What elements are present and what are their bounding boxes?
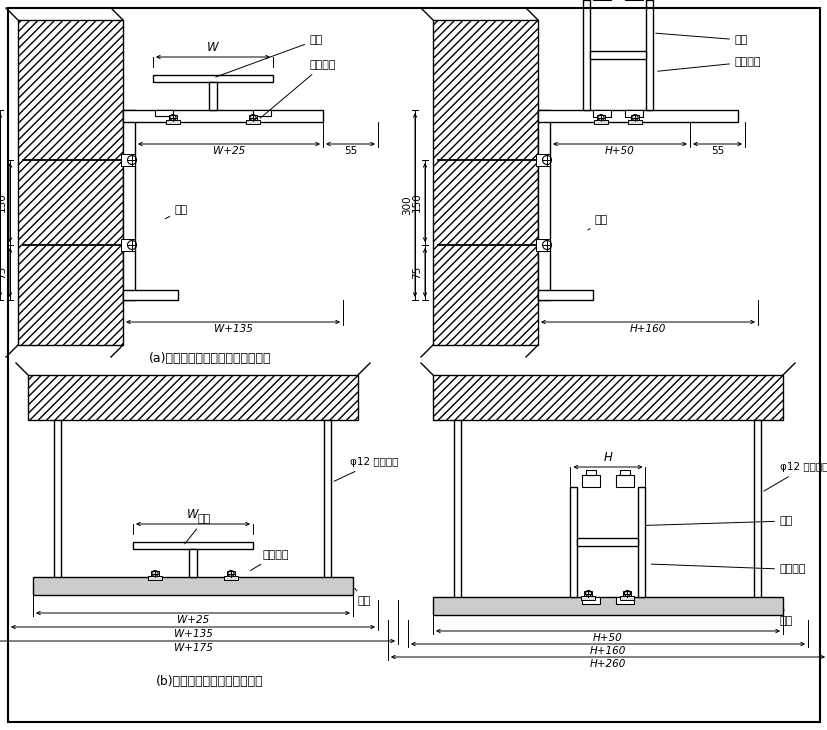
Bar bbox=[619, 470, 629, 475]
Bar bbox=[123, 110, 135, 300]
Text: H+160: H+160 bbox=[629, 324, 666, 334]
Bar bbox=[224, 576, 237, 580]
Text: W+25: W+25 bbox=[177, 615, 209, 625]
Bar bbox=[576, 538, 638, 546]
Bar bbox=[121, 154, 135, 166]
Text: 呀卧压板: 呀卧压板 bbox=[651, 564, 805, 575]
Bar bbox=[169, 115, 177, 120]
Text: 75: 75 bbox=[412, 266, 422, 279]
Bar bbox=[433, 597, 782, 615]
Bar bbox=[581, 475, 600, 487]
Bar bbox=[538, 290, 592, 300]
Bar bbox=[123, 110, 323, 122]
Text: 吨架: 吨架 bbox=[779, 609, 792, 626]
Text: 75: 75 bbox=[0, 266, 7, 279]
Bar bbox=[753, 420, 761, 605]
Text: 平卧压板: 平卧压板 bbox=[260, 60, 336, 118]
Bar bbox=[153, 75, 273, 82]
Bar bbox=[535, 239, 549, 251]
Bar bbox=[18, 20, 123, 345]
Bar bbox=[538, 110, 549, 300]
Text: 呀卧压板: 呀卧压板 bbox=[657, 57, 761, 72]
Bar bbox=[619, 596, 633, 600]
Text: 母线: 母线 bbox=[644, 516, 792, 526]
Bar bbox=[249, 115, 256, 120]
Bar bbox=[584, 591, 592, 596]
Bar bbox=[208, 82, 217, 110]
Text: H+160: H+160 bbox=[589, 646, 625, 656]
Bar bbox=[123, 290, 178, 300]
Bar bbox=[433, 20, 538, 345]
Text: W: W bbox=[207, 41, 218, 54]
Bar bbox=[623, 591, 631, 596]
Bar bbox=[324, 420, 331, 585]
Bar bbox=[638, 487, 645, 597]
Text: H: H bbox=[603, 451, 612, 464]
Text: φ12 圆锃吨杆: φ12 圆锃吨杆 bbox=[763, 463, 827, 491]
Bar bbox=[596, 115, 605, 120]
Bar bbox=[582, 0, 590, 110]
Bar bbox=[33, 577, 352, 595]
Text: W: W bbox=[187, 508, 198, 521]
Text: (a)在墙体角锃支架上平、側卧安装: (a)在墙体角锃支架上平、側卧安装 bbox=[149, 352, 271, 365]
Text: W+25: W+25 bbox=[213, 146, 245, 156]
Bar bbox=[133, 542, 253, 549]
Text: 150: 150 bbox=[0, 193, 7, 212]
Bar bbox=[55, 420, 61, 585]
Text: 平卧压板: 平卧压板 bbox=[250, 550, 289, 571]
Text: 55: 55 bbox=[710, 146, 724, 156]
Bar bbox=[627, 120, 641, 124]
Text: H+50: H+50 bbox=[605, 146, 634, 156]
Bar bbox=[227, 571, 235, 576]
Text: 吨架: 吨架 bbox=[354, 588, 370, 606]
Bar bbox=[581, 597, 600, 604]
Text: W+175: W+175 bbox=[174, 643, 213, 653]
Text: H+50: H+50 bbox=[592, 633, 622, 643]
Text: W+135: W+135 bbox=[174, 629, 213, 639]
Text: 支架: 支架 bbox=[165, 205, 188, 219]
Bar bbox=[592, 110, 610, 117]
Bar bbox=[624, 110, 643, 117]
Bar bbox=[148, 576, 162, 580]
Bar bbox=[593, 120, 607, 124]
Bar bbox=[253, 110, 270, 116]
Text: W+135: W+135 bbox=[213, 324, 252, 334]
Bar bbox=[433, 375, 782, 420]
Bar bbox=[590, 51, 645, 59]
Bar bbox=[121, 239, 135, 251]
Bar bbox=[246, 120, 260, 124]
Text: 支架: 支架 bbox=[587, 215, 608, 230]
Bar bbox=[645, 0, 653, 110]
Text: 母线: 母线 bbox=[184, 514, 211, 544]
Bar bbox=[581, 596, 595, 600]
Bar bbox=[538, 110, 737, 122]
Bar bbox=[630, 115, 638, 120]
Text: 300: 300 bbox=[402, 195, 412, 215]
Bar bbox=[155, 110, 173, 116]
Bar bbox=[615, 475, 633, 487]
Bar bbox=[151, 571, 159, 576]
Bar bbox=[28, 375, 357, 420]
Text: (b)在楼板吨架上平、呀卧安装: (b)在楼板吨架上平、呀卧安装 bbox=[156, 675, 264, 688]
Bar bbox=[454, 420, 461, 605]
Bar bbox=[570, 487, 576, 597]
Bar bbox=[586, 470, 595, 475]
Bar bbox=[535, 154, 549, 166]
Text: φ12 圆锃吨杆: φ12 圆锃吨杆 bbox=[333, 458, 398, 481]
Bar bbox=[189, 549, 197, 577]
Text: 55: 55 bbox=[343, 146, 356, 156]
Text: 母线: 母线 bbox=[215, 35, 323, 77]
Text: 150: 150 bbox=[412, 193, 422, 212]
Bar bbox=[615, 597, 633, 604]
Text: 母线: 母线 bbox=[655, 34, 748, 45]
Text: H+260: H+260 bbox=[589, 659, 625, 669]
Bar bbox=[165, 120, 179, 124]
